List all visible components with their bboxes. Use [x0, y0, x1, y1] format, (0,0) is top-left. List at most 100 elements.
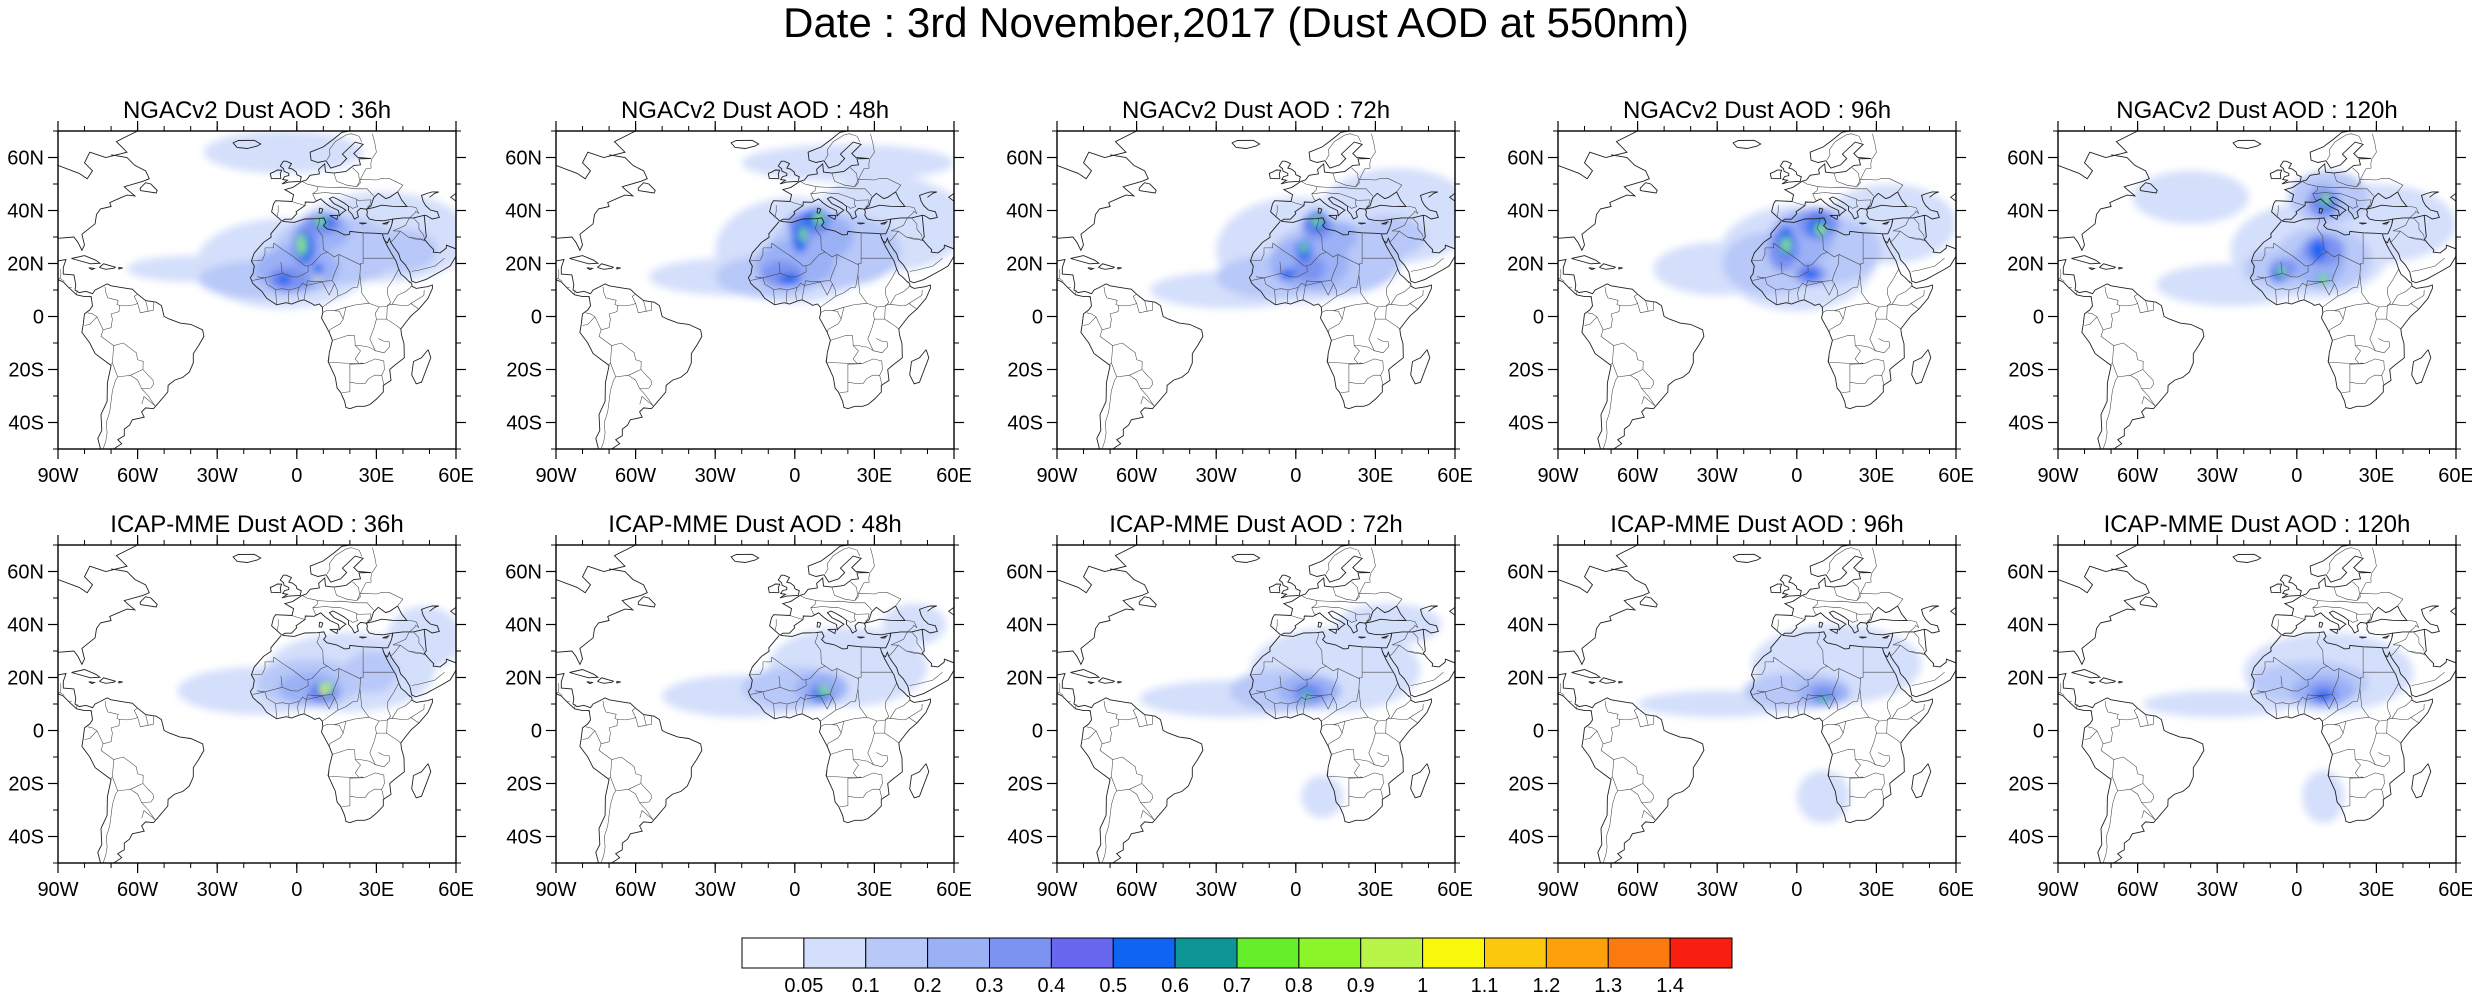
lon-tick-label: 0: [789, 879, 800, 901]
dust-blob: [818, 686, 830, 695]
lat-tick-label: 40S: [2008, 827, 2044, 849]
dust-blob: [312, 263, 324, 275]
lon-tick-label: 30W: [1196, 879, 1237, 901]
lat-tick-label: 40N: [1507, 201, 1544, 223]
lon-tick-label: 90W: [1036, 879, 1077, 901]
map-icap-mme-96h-coastlines: [1558, 545, 1956, 863]
lon-tick-label: 30W: [695, 465, 736, 487]
map-icap-mme-48h: ICAP-MME Dust AOD : 48h 90W 60W 30W 0 30E 60E 6…: [505, 511, 972, 901]
lat-tick-label: 0: [1032, 307, 1043, 329]
lat-tick-label: 40S: [1508, 413, 1544, 435]
lat-tick-label: 0: [2033, 721, 2044, 743]
lat-tick-label: 0: [33, 721, 44, 743]
lon-tick-label: 60E: [1938, 879, 1974, 901]
lon-tick-label: 90W: [535, 465, 576, 487]
colorbar-swatch: [1545, 937, 1609, 969]
lat-tick-label: 20S: [2008, 360, 2044, 382]
map-ngacv2-96h-title: NGACv2 Dust AOD : 96h: [1623, 97, 1891, 124]
map-icap-mme-120h-dust-field: [2142, 632, 2414, 824]
lat-tick-label: 0: [1533, 307, 1544, 329]
colorbar-swatch: [1174, 937, 1238, 969]
dust-blob: [387, 605, 456, 670]
lat-tick-label: 20S: [1508, 360, 1544, 382]
colorbar-label: 1.4: [1656, 975, 1684, 994]
lat-tick-label: 60N: [505, 562, 542, 584]
dust-blob: [2310, 239, 2326, 261]
lat-tick-label: 20S: [506, 774, 542, 796]
lon-tick-label: 60W: [615, 465, 656, 487]
lat-tick-label: 60N: [2007, 148, 2044, 170]
lat-tick-label: 20S: [8, 360, 44, 382]
dust-blob: [1796, 770, 1850, 824]
lat-tick-label: 40N: [1006, 615, 1043, 637]
dust-blob: [778, 274, 801, 285]
map-icap-mme-36h-coastlines: [58, 545, 456, 863]
lat-tick-label: 60N: [505, 148, 542, 170]
lat-tick-label: 20S: [1007, 774, 1043, 796]
colorbar-label: 1.1: [1471, 975, 1499, 994]
lat-tick-label: 40N: [2007, 615, 2044, 637]
map-ngacv2-96h-coastlines: [1558, 131, 1956, 449]
dust-blob: [800, 226, 806, 243]
lat-tick-label: 40S: [506, 827, 542, 849]
lon-tick-label: 60W: [2117, 879, 2158, 901]
lat-tick-label: 40N: [7, 201, 44, 223]
lat-tick-label: 20S: [1508, 774, 1544, 796]
lat-tick-label: 20S: [8, 774, 44, 796]
lat-tick-label: 0: [1533, 721, 1544, 743]
dust-blob: [275, 274, 292, 285]
lon-tick-label: 60W: [1617, 879, 1658, 901]
dust-blob: [2142, 690, 2292, 718]
dust-blob: [315, 276, 321, 283]
colorbar-swatch: [1050, 937, 1114, 969]
lon-tick-label: 60W: [1116, 465, 1157, 487]
lon-tick-label: 60E: [438, 465, 474, 487]
colorbar-swatch: [927, 937, 990, 969]
dust-blob: [2132, 170, 2250, 224]
dust-blob: [1301, 775, 1344, 818]
lat-tick-label: 60N: [7, 562, 44, 584]
lat-tick-label: 20N: [7, 668, 44, 690]
lat-tick-label: 40N: [505, 201, 542, 223]
colorbar-swatch: [741, 937, 805, 969]
lat-tick-label: 60N: [1507, 562, 1544, 584]
lat-tick-label: 0: [531, 721, 542, 743]
lat-tick-label: 40N: [505, 615, 542, 637]
colorbar-swatch: [1112, 937, 1176, 969]
map-ngacv2-96h: NGACv2 Dust AOD : 96h 90W 60W 30W 0 30E 60E 60N…: [1507, 97, 1974, 487]
dust-blob: [2302, 770, 2345, 824]
dust-blob: [203, 131, 364, 174]
map-icap-mme-36h-title: ICAP-MME Dust AOD : 36h: [110, 511, 403, 538]
lon-tick-label: 0: [1290, 879, 1301, 901]
colorbar-label: 0.3: [976, 975, 1004, 994]
lat-tick-label: 40S: [2008, 413, 2044, 435]
map-icap-mme-36h-dust-field: [177, 605, 456, 715]
colorbar-label: 0.5: [1099, 975, 1127, 994]
dust-blob: [298, 234, 307, 256]
dust-blob: [315, 217, 326, 226]
lon-tick-label: 90W: [37, 879, 78, 901]
lat-tick-label: 60N: [2007, 562, 2044, 584]
lon-tick-label: 30E: [2359, 879, 2395, 901]
lon-tick-label: 0: [1791, 465, 1802, 487]
lon-tick-label: 30E: [1358, 465, 1394, 487]
map-icap-mme-48h-dust-field: [662, 603, 947, 718]
lon-tick-label: 60E: [1437, 879, 1473, 901]
lon-tick-label: 90W: [37, 465, 78, 487]
lon-tick-label: 30W: [1697, 465, 1738, 487]
lon-tick-label: 60W: [1116, 879, 1157, 901]
map-icap-mme-36h: ICAP-MME Dust AOD : 36h 90W 60W 30W 0 30E 60E 6…: [7, 511, 474, 901]
lon-tick-label: 0: [1791, 879, 1802, 901]
lat-tick-label: 40N: [1006, 201, 1043, 223]
lat-tick-label: 40S: [8, 827, 44, 849]
colorbar-label: 0.2: [914, 975, 942, 994]
lat-tick-label: 0: [1032, 721, 1043, 743]
lon-tick-label: 30E: [359, 465, 395, 487]
map-icap-mme-48h-coastlines: [556, 545, 954, 863]
colorbar-swatch: [1298, 937, 1362, 969]
lon-tick-label: 60E: [936, 465, 972, 487]
map-ngacv2-72h-coastlines: [1057, 131, 1455, 449]
map-ngacv2-36h-dust-field: [126, 131, 456, 309]
map-ngacv2-72h-title: NGACv2 Dust AOD : 72h: [1122, 97, 1390, 124]
